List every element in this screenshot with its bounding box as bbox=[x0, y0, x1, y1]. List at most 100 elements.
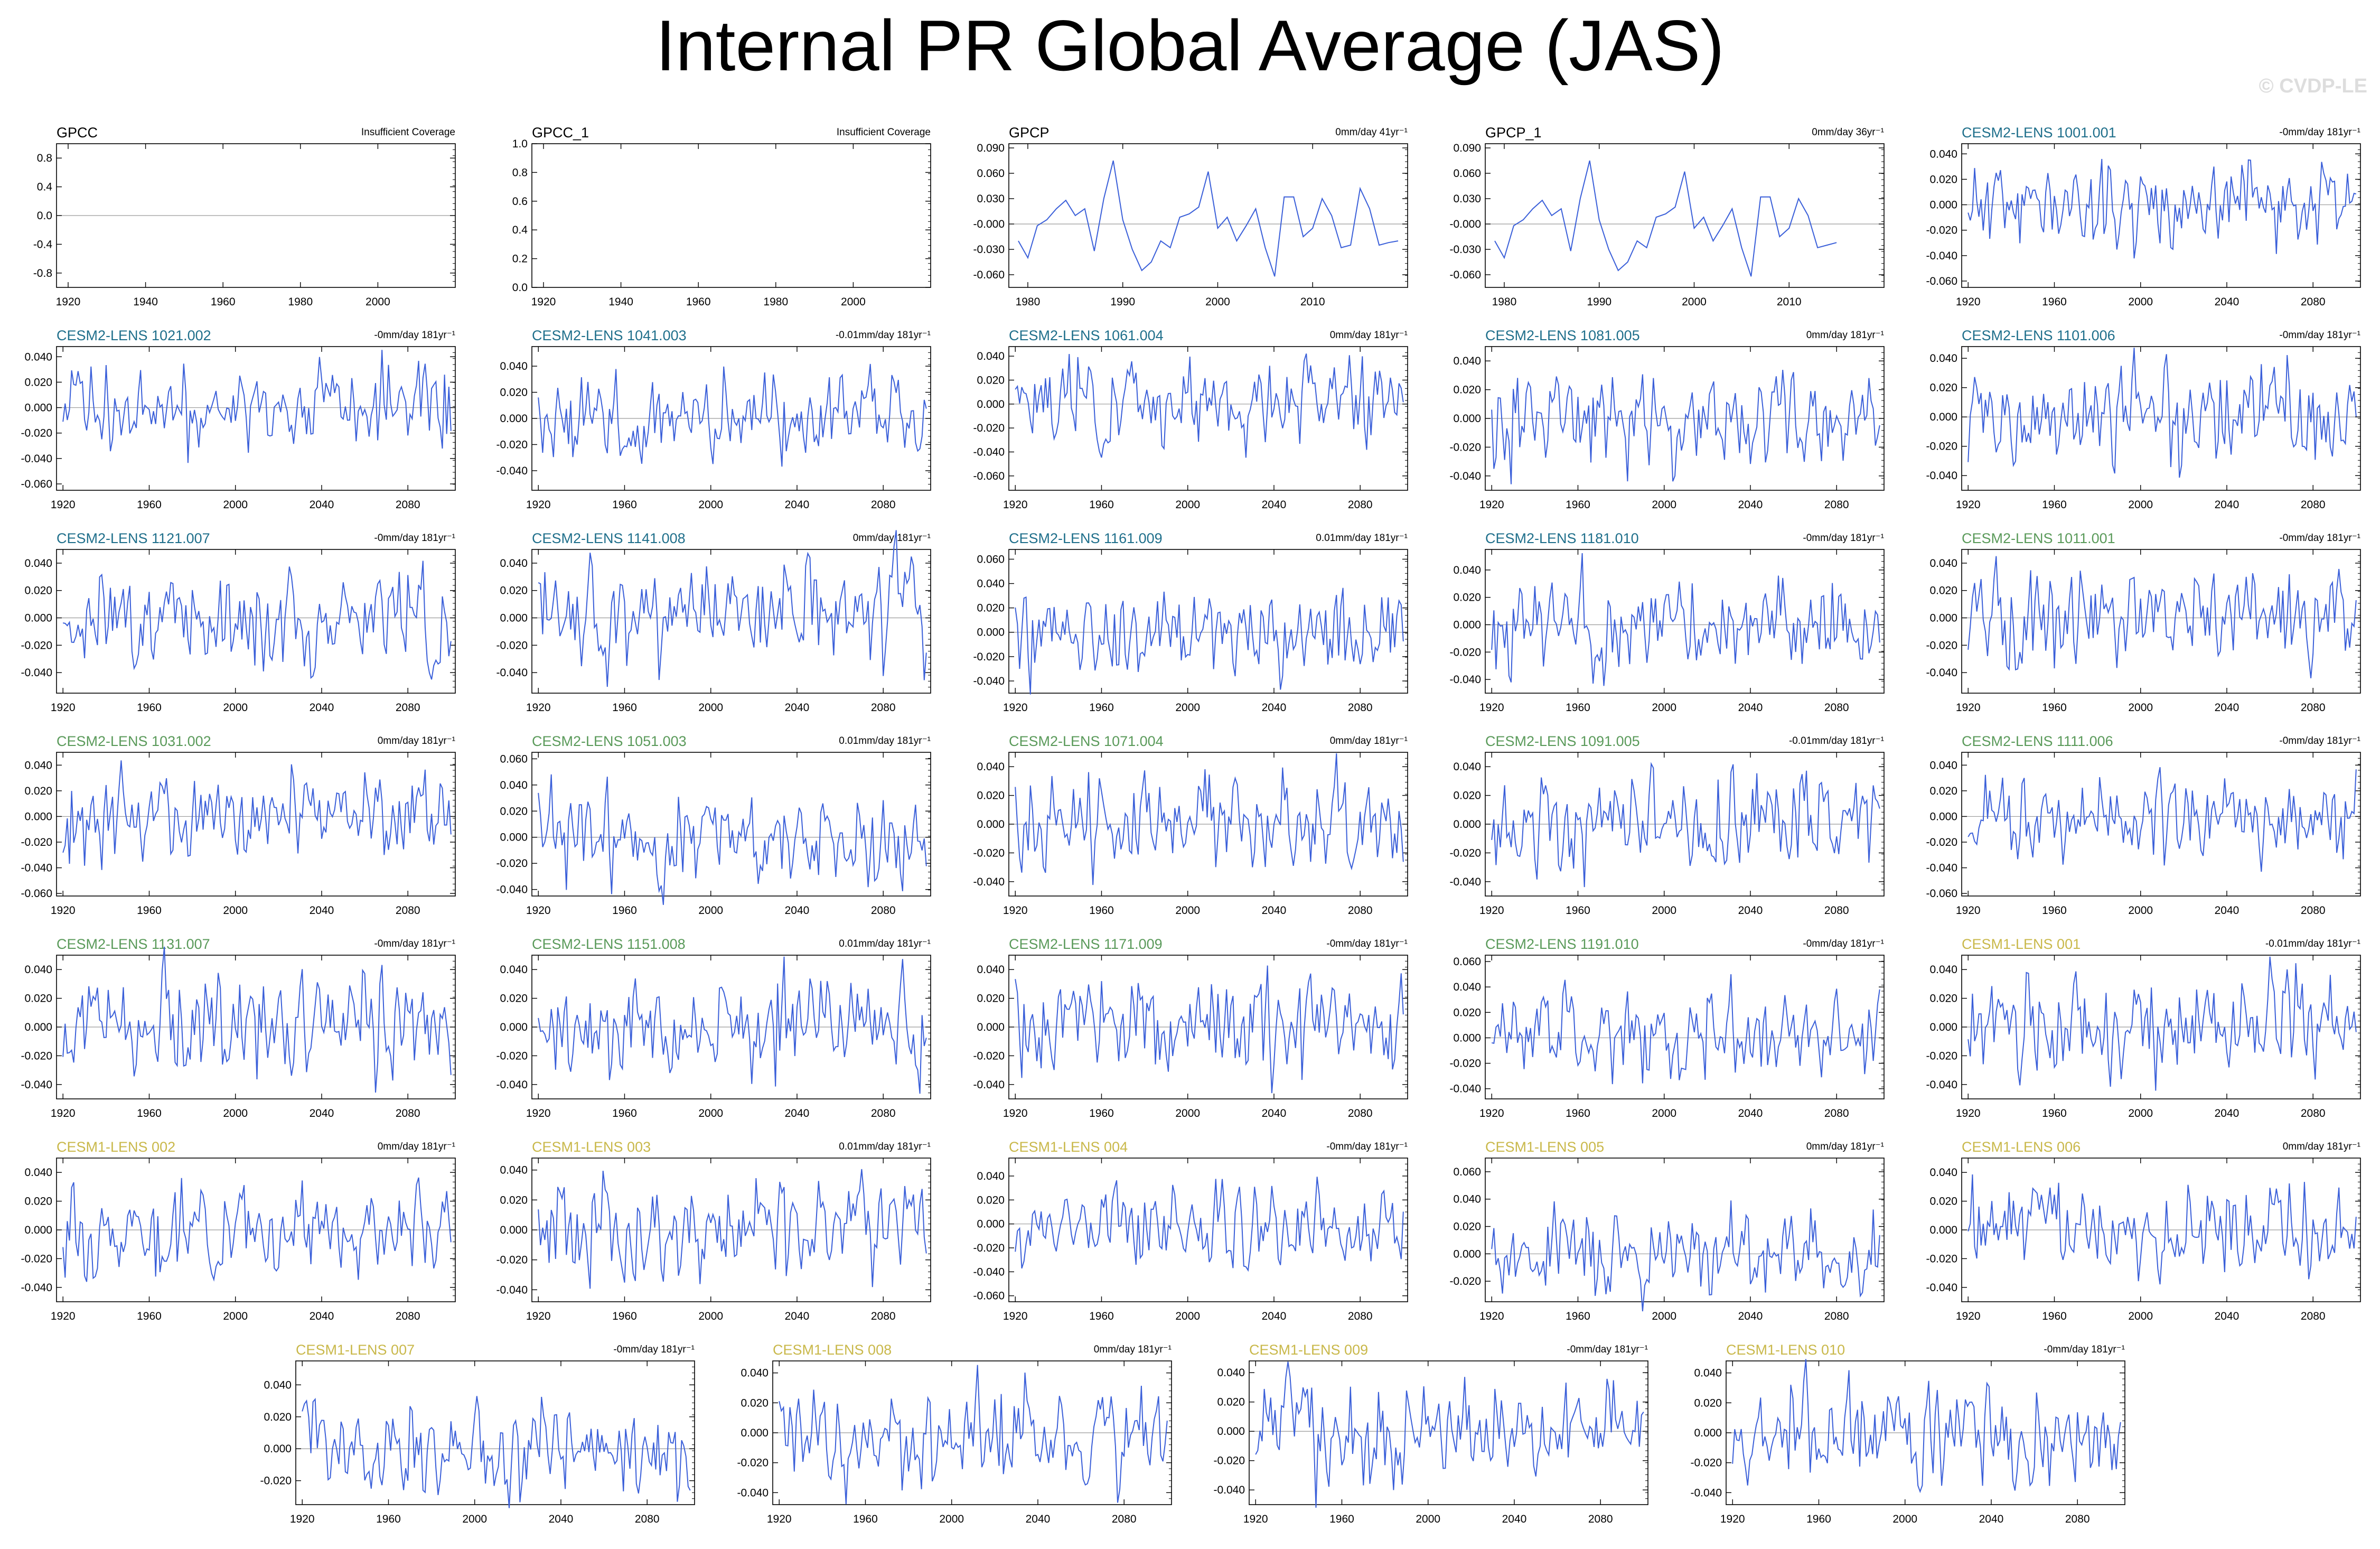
series-line bbox=[1491, 762, 1880, 888]
y-tick-label: 0.0 bbox=[37, 210, 52, 222]
y-tick-label: 0.040 bbox=[264, 1379, 292, 1391]
x-tick-label: 1960 bbox=[211, 296, 236, 308]
y-tick-label: -0.040 bbox=[496, 1079, 528, 1091]
x-tick-label: 2080 bbox=[1348, 702, 1373, 714]
x-tick-label: 2000 bbox=[698, 904, 723, 917]
chart-panel: CESM2-LENS 1081.005 0mm/day 181yr⁻¹ 0.040 0… bbox=[1449, 328, 1885, 511]
y-tick-label: -0.020 bbox=[973, 1050, 1005, 1062]
panel-annotation: -0mm/day 181yr⁻¹ bbox=[2279, 330, 2360, 341]
x-tick-label: 2000 bbox=[223, 702, 248, 714]
y-tick-label: 0.4 bbox=[512, 224, 528, 236]
y-tick-label: 0.000 bbox=[1929, 1224, 1957, 1236]
panel-title: CESM2-LENS 1031.002 bbox=[57, 733, 211, 749]
x-tick-label: 2000 bbox=[1175, 1310, 1200, 1322]
x-tick-label: 2000 bbox=[2128, 296, 2153, 308]
y-tick-label: -0.020 bbox=[1926, 1253, 1957, 1265]
y-tick-label: 0.000 bbox=[500, 413, 528, 425]
y-tick-label: 0.040 bbox=[1929, 964, 1957, 976]
x-tick-label: 2080 bbox=[2301, 702, 2326, 714]
panel-annotation: 0.01mm/day 181yr⁻¹ bbox=[839, 735, 931, 746]
x-tick-label: 1960 bbox=[612, 904, 637, 917]
panel-title: CESM2-LENS 1001.001 bbox=[1962, 125, 2116, 141]
y-tick-label: -0.020 bbox=[1449, 1058, 1481, 1070]
y-tick-label: 0.040 bbox=[977, 1170, 1005, 1182]
y-tick-label: 0.020 bbox=[500, 387, 528, 399]
series-line bbox=[1732, 1359, 2121, 1494]
x-tick-label: 2040 bbox=[549, 1513, 574, 1525]
y-tick-label: -0.020 bbox=[1449, 847, 1481, 859]
y-tick-label: 0.040 bbox=[500, 1164, 528, 1177]
x-tick-label: 1920 bbox=[1479, 499, 1504, 511]
y-tick-label: -0.040 bbox=[1449, 470, 1481, 482]
y-tick-label: -0.060 bbox=[1926, 275, 1957, 287]
x-tick-label: 2040 bbox=[310, 702, 334, 714]
x-tick-label: 1960 bbox=[2042, 702, 2067, 714]
chart-panel: CESM1-LENS 004 -0mm/day 181yr⁻¹ 0.040 0.020… bbox=[973, 1139, 1408, 1322]
chart-panel: CESM2-LENS 1101.006 -0mm/day 181yr⁻¹ 0.040… bbox=[1926, 328, 2361, 511]
panel-annotation: -0mm/day 181yr⁻¹ bbox=[1567, 1344, 1648, 1355]
y-tick-label: -0.4 bbox=[33, 238, 53, 250]
x-tick-label: 1960 bbox=[1566, 1310, 1590, 1322]
y-tick-label: -0.040 bbox=[1926, 250, 1957, 262]
chart-panel: CESM1-LENS 003 0.01mm/day 181yr⁻¹ 0.040 0.0… bbox=[496, 1139, 931, 1322]
x-tick-label: 1920 bbox=[526, 1310, 551, 1322]
y-tick-label: -0.020 bbox=[496, 1050, 528, 1062]
panel-title: CESM1-LENS 002 bbox=[57, 1139, 175, 1155]
x-tick-label: 2080 bbox=[1348, 1107, 1373, 1119]
y-tick-label: 0.020 bbox=[264, 1411, 292, 1423]
x-tick-label: 1920 bbox=[1956, 904, 1981, 917]
x-tick-label: 1920 bbox=[1720, 1513, 1745, 1525]
y-tick-label: 0.040 bbox=[1453, 761, 1481, 773]
panel-title: CESM2-LENS 1061.004 bbox=[1009, 328, 1164, 343]
y-tick-label: 0.040 bbox=[500, 779, 528, 791]
series-line bbox=[1255, 1361, 1644, 1508]
y-tick-label: 0.020 bbox=[1929, 585, 1957, 597]
panel-title: CESM2-LENS 1131.007 bbox=[57, 936, 210, 952]
y-tick-label: 0.020 bbox=[1929, 1196, 1957, 1208]
y-tick-label: -0.060 bbox=[1449, 269, 1481, 281]
y-tick-label: -0.020 bbox=[496, 1254, 528, 1266]
y-tick-label: 0.000 bbox=[977, 1218, 1005, 1230]
panel-title: CESM2-LENS 1171.009 bbox=[1009, 936, 1163, 952]
y-tick-label: 0.030 bbox=[1453, 193, 1481, 205]
x-tick-label: 1960 bbox=[137, 499, 162, 511]
series-line bbox=[1015, 1177, 1404, 1272]
chart-panel: CESM1-LENS 006 0mm/day 181yr⁻¹ 0.040 0.020 0… bbox=[1926, 1139, 2361, 1322]
y-tick-label: 0.040 bbox=[24, 1167, 52, 1179]
y-tick-label: -0.020 bbox=[21, 1050, 52, 1062]
y-tick-label: 0.8 bbox=[37, 152, 52, 164]
y-tick-label: 0.0 bbox=[512, 282, 528, 294]
x-tick-label: 1920 bbox=[526, 702, 551, 714]
series-line bbox=[779, 1365, 1168, 1505]
chart-panel: CESM1-LENS 001 -0.01mm/day 181yr⁻¹ 0.040 0.… bbox=[1926, 936, 2361, 1119]
x-tick-label: 1990 bbox=[1587, 296, 1611, 308]
x-tick-label: 2040 bbox=[1738, 1107, 1763, 1119]
x-tick-label: 1960 bbox=[612, 499, 637, 511]
x-tick-label: 2000 bbox=[462, 1513, 487, 1525]
y-tick-label: -0.020 bbox=[1449, 646, 1481, 658]
x-tick-label: 1920 bbox=[1003, 702, 1028, 714]
x-tick-label: 1920 bbox=[526, 904, 551, 917]
x-tick-label: 2080 bbox=[1348, 499, 1373, 511]
x-tick-label: 2040 bbox=[310, 1107, 334, 1119]
y-tick-label: -0.040 bbox=[21, 1079, 52, 1091]
panel-annotation: 0.01mm/day 181yr⁻¹ bbox=[1316, 533, 1408, 544]
x-tick-label: 2000 bbox=[223, 499, 248, 511]
x-tick-label: 2000 bbox=[1205, 296, 1230, 308]
y-tick-label: 0.020 bbox=[1929, 382, 1957, 394]
y-tick-label: -0.060 bbox=[973, 470, 1005, 482]
panel-title: GPCC_1 bbox=[532, 125, 589, 141]
x-tick-label: 1920 bbox=[526, 499, 551, 511]
y-tick-label: 0.020 bbox=[977, 1194, 1005, 1206]
x-tick-label: 2080 bbox=[396, 1107, 420, 1119]
y-tick-label: -0.020 bbox=[496, 639, 528, 651]
y-tick-label: -0.060 bbox=[1926, 888, 1957, 900]
y-tick-label: 0.020 bbox=[977, 993, 1005, 1005]
series-line bbox=[538, 363, 927, 467]
chart-panel: CESM2-LENS 1111.006 -0mm/day 181yr⁻¹ 0.040… bbox=[1926, 733, 2361, 917]
x-tick-label: 2080 bbox=[2301, 904, 2326, 917]
series-line bbox=[1967, 956, 2357, 1091]
panel-annotation: 0mm/day 181yr⁻¹ bbox=[378, 735, 455, 746]
y-tick-label: -0.020 bbox=[973, 422, 1005, 434]
x-tick-label: 2080 bbox=[396, 1310, 420, 1322]
